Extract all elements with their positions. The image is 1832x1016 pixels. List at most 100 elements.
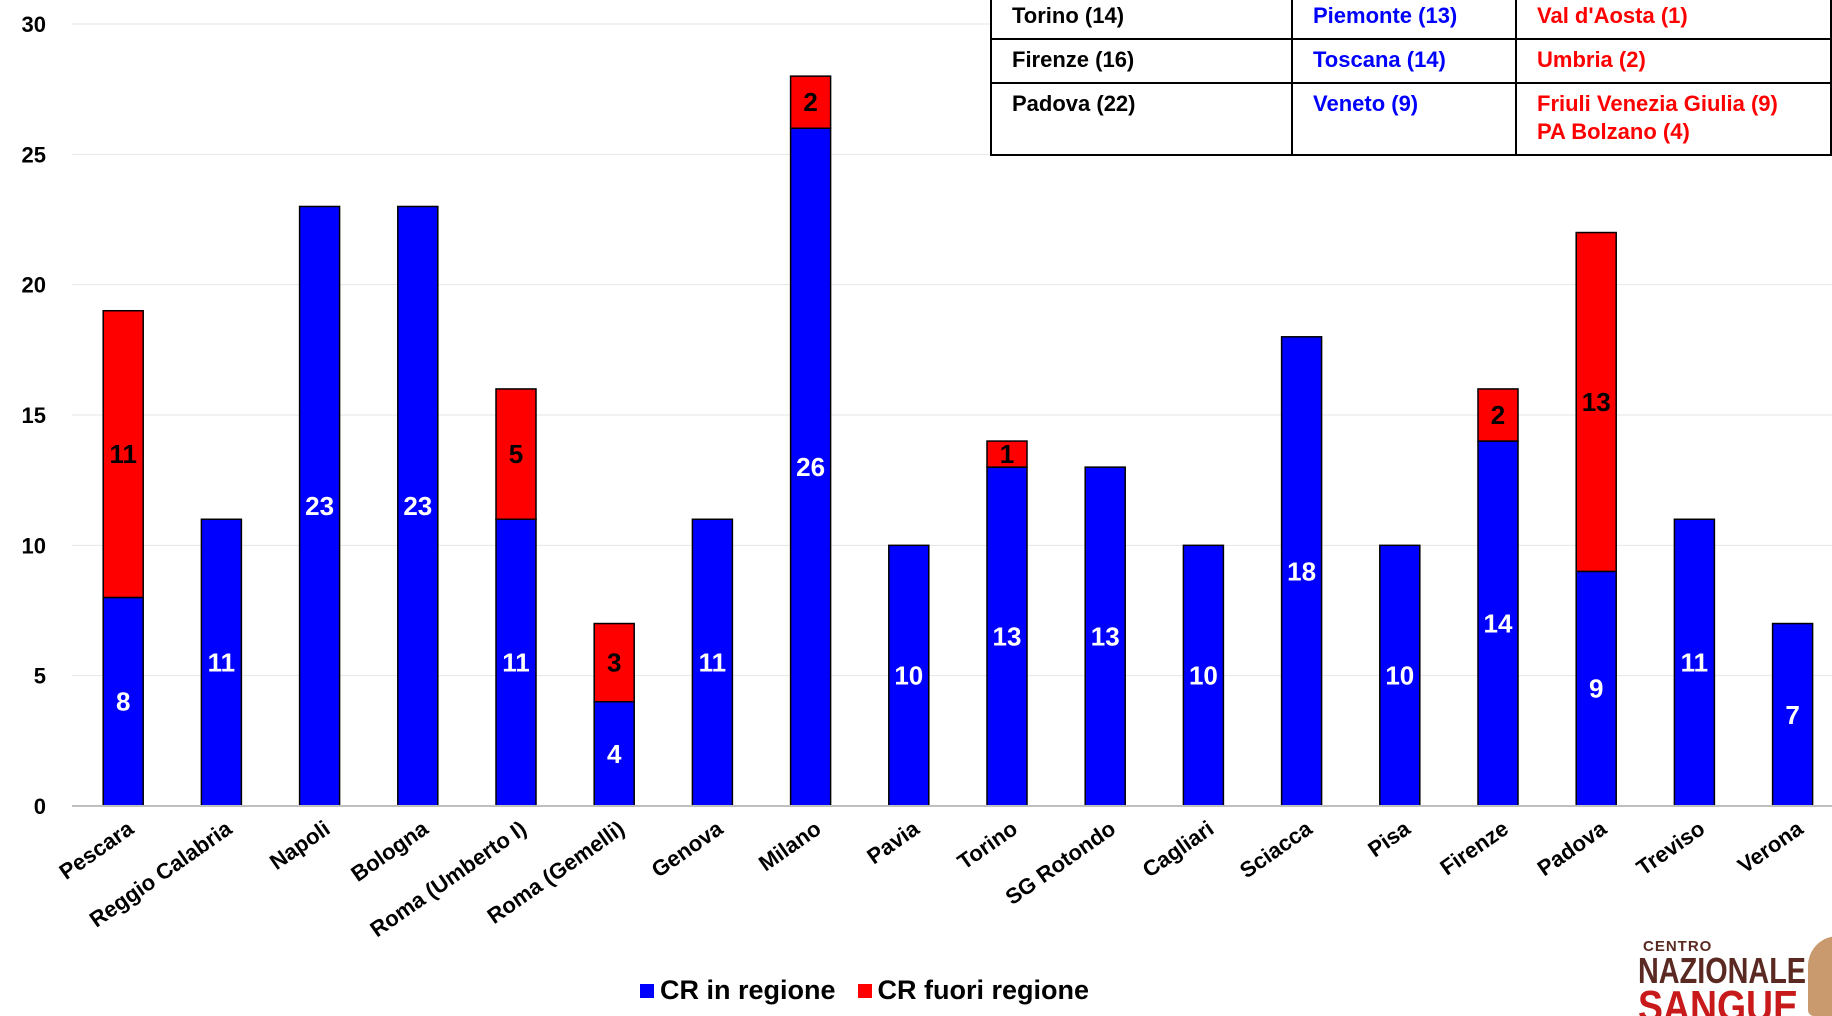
table-cell-city: Firenze (16) [990,38,1293,84]
table-cell-city: Torino (14) [990,0,1293,40]
bar-segment-in-region [986,466,1028,807]
x-tick-label: Genova [647,815,728,882]
data-label-out-region: 11 [109,439,137,469]
y-tick-label: 10 [22,533,46,558]
x-tick-label: Treviso [1632,816,1709,881]
y-tick-label: 0 [34,794,46,819]
data-label-in-region: 14 [1484,609,1513,639]
data-labels: 8 11 11 23 23 11 5 4 3 11 26 2 10 13 1 13 10 18 10 14 2 9 13 11… [109,87,1799,769]
bar-segment-out-region [986,440,1028,468]
data-label-out-region: 3 [607,648,621,678]
data-label-out-region: 5 [509,439,523,469]
x-tick-label: Napoli [265,816,334,875]
x-tick-label: Pavia [862,815,924,869]
bar-segment-in-region [691,518,734,807]
data-label-in-region: 9 [1589,674,1603,704]
data-label-in-region: 7 [1785,700,1799,730]
bar-segment-out-region [1575,231,1617,573]
logo-line2: NAZIONALE [1638,950,1806,991]
gridlines [72,23,1832,677]
bars [102,75,1814,807]
bar-segment-in-region [200,518,243,807]
chart-legend: CR in regione CR fuori regione [640,975,1111,1006]
table-other-item: Friuli Venezia Giulia (9) [1537,91,1778,116]
data-label-in-region: 23 [305,491,334,521]
bar-segment-in-region [1379,544,1421,807]
table-row: Torino (14) Piemonte (13) Val d'Aosta (1… [990,0,1832,40]
bar-segment-out-region [102,309,144,599]
table-other-item: PA Bolzano (4) [1537,119,1690,144]
data-label-out-region: 2 [1491,400,1505,430]
x-tick-label: SG Rotondo [1001,816,1120,910]
region-breakdown-table: Torino (14) Piemonte (13) Val d'Aosta (1… [990,0,1832,156]
bar-segment-in-region [1673,518,1716,807]
data-label-in-region: 4 [607,739,622,769]
x-tick-label: Firenze [1435,816,1512,881]
logo-emblem-icon [1808,936,1832,1016]
bar-segment-in-region [593,700,635,807]
bar-segment-in-region [888,544,930,807]
data-label-in-region: 10 [1189,661,1218,691]
data-label-in-region: 10 [1385,661,1414,691]
x-tick-label: Pescara [55,815,139,884]
data-label-in-region: 18 [1287,556,1316,586]
legend-label: CR in regione [660,975,836,1005]
table-row: Firenze (16) Toscana (14) Umbria (2) [990,38,1832,84]
x-tick-label: Torino [953,816,1022,875]
logo-line1: CENTRO [1643,938,1713,955]
x-tick-label: Pisa [1363,815,1415,862]
data-label-in-region: 13 [1091,622,1120,652]
table-other-item: Umbria (2) [1537,47,1646,72]
y-tick-label: 20 [22,273,46,298]
legend-swatch-out-region [857,983,872,998]
data-label-in-region: 11 [208,648,236,678]
bar-segment-out-region [1477,388,1519,442]
data-label-out-region: 2 [803,87,817,117]
bar-segment-in-region [102,596,144,807]
bar-segment-in-region [495,518,537,807]
table-cell-region: Veneto (9) [1291,82,1517,156]
centro-nazionale-sangue-logo: CENTRO NAZIONALE SANGUE [1638,936,1832,1016]
table-cell-other: Umbria (2) [1515,38,1832,84]
y-tick-label: 30 [22,12,46,37]
table-cell-region: Piemonte (13) [1291,0,1517,40]
data-label-in-region: 13 [993,622,1022,652]
x-tick-label: Cagliari [1138,816,1218,883]
table-cell-city: Padova (22) [990,82,1293,156]
data-label-in-region: 11 [699,648,727,678]
data-label-in-region: 11 [1681,648,1709,678]
bar-segment-out-region [593,622,635,703]
legend-label: CR fuori regione [877,975,1090,1005]
bar-segment-in-region [789,127,832,807]
table-other-item: Val d'Aosta (1) [1537,3,1688,28]
x-tick-label: Verona [1733,815,1808,878]
bar-segment-in-region [1182,544,1225,807]
data-label-in-region: 11 [502,648,530,678]
table-cell-other: Val d'Aosta (1) [1515,0,1832,40]
data-label-in-region: 23 [403,491,432,521]
data-label-out-region: 13 [1582,387,1611,417]
logo-line3: SANGUE [1638,982,1799,1016]
data-label-out-region: 1 [1000,439,1014,469]
data-label-in-region: 26 [796,452,825,482]
data-label-in-region: 8 [116,687,130,717]
legend-item-out-region: CR fuori regione [857,975,1090,1006]
x-tick-label: Sciacca [1235,815,1317,883]
x-tick-label: Padova [1533,815,1612,881]
x-tick-label: Milano [754,816,825,876]
legend-item-in-region: CR in regione [640,975,836,1006]
table-cell-other: Friuli Venezia Giulia (9) PA Bolzano (4) [1515,82,1832,156]
y-tick-label: 5 [34,664,46,689]
bar-segment-out-region [789,75,832,130]
y-tick-label: 15 [22,403,46,428]
bar-segment-in-region [298,205,341,807]
bar-segment-out-region [495,388,537,521]
data-label-in-region: 10 [894,661,923,691]
x-tick-label: Bologna [346,815,433,886]
table-cell-region: Toscana (14) [1291,38,1517,84]
legend-swatch-in-region [640,983,654,998]
table-row: Padova (22) Veneto (9) Friuli Venezia Gi… [990,82,1832,156]
y-axis-ticks: 0 5 10 15 20 25 30 [22,12,46,819]
